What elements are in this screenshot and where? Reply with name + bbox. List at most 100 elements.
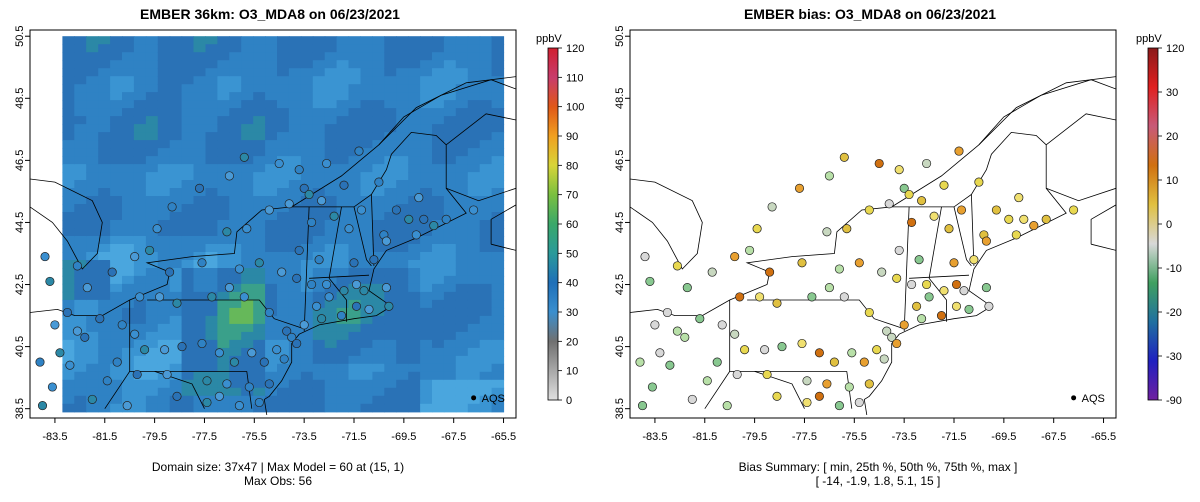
obs-site-marker: [314, 255, 324, 265]
bias-site-marker: [981, 236, 991, 246]
x-tick-label: -77.5: [792, 431, 817, 443]
y-tick-label: 50.5: [14, 25, 26, 46]
bias-site-marker: [842, 224, 852, 234]
bias-site-marker: [665, 360, 675, 370]
bias-site-marker: [814, 348, 824, 358]
bias-site-marker: [822, 227, 832, 237]
state-border: [903, 206, 910, 332]
y-tick-label: 38.5: [14, 398, 26, 419]
state-border: [729, 300, 847, 372]
bias-site-marker: [877, 267, 887, 277]
bias-site-marker: [824, 283, 834, 293]
state-border: [353, 206, 372, 267]
bias-site-marker: [829, 357, 839, 367]
bias-site-marker: [755, 292, 765, 302]
obs-site-marker: [264, 205, 274, 215]
colorbar-tick-label: 60: [566, 219, 578, 231]
bias-site-marker: [839, 292, 849, 302]
bias-site-marker: [637, 401, 648, 411]
bias-site-marker: [884, 199, 894, 209]
bias-map-plot: -83.5 -81.5 -79.5 -77.5 -75.5 -73.5 -71.5 -69.5…: [614, 25, 1184, 443]
obs-site-marker: [130, 252, 140, 262]
obs-site-marker: [307, 279, 317, 290]
obs-site-marker: [102, 376, 112, 386]
obs-site-marker: [197, 338, 207, 349]
bias-site-marker: [702, 376, 712, 386]
obs-site-marker: [202, 397, 212, 408]
obs-site-marker: [312, 301, 322, 311]
bias-site-marker: [802, 397, 812, 408]
obs-site-marker: [279, 354, 289, 364]
y-tick-label: 50.5: [614, 25, 626, 46]
obs-site-marker: [264, 307, 274, 318]
bias-site-marker: [859, 357, 869, 367]
bias-site-marker: [762, 369, 772, 380]
obs-site-marker: [277, 267, 287, 277]
obs-site-marker: [242, 224, 252, 234]
obs-site-marker: [411, 230, 421, 240]
bias-site-marker: [695, 314, 705, 324]
bias-site-marker: [864, 205, 874, 215]
obs-site-marker: [299, 183, 309, 193]
obs-site-marker: [322, 279, 332, 290]
colorbar-tick-label: 0: [1166, 219, 1172, 231]
bias-site-marker: [1014, 193, 1024, 203]
bias-site-marker: [1029, 221, 1039, 231]
bias-site-marker: [1011, 230, 1021, 240]
bias-site-marker: [969, 255, 979, 265]
obs-site-marker: [194, 183, 205, 193]
bias-site-marker: [640, 252, 650, 262]
bias-site-marker: [907, 279, 917, 290]
bias-site-marker: [892, 273, 902, 283]
bias-site-marker: [772, 391, 782, 401]
map-base: -83.5 -81.5 -79.5 -77.5 -75.5 -73.5 -71.5 -69.5…: [614, 25, 1117, 443]
bias-site-marker: [687, 394, 697, 404]
colorbar-tick-label: 0: [566, 395, 572, 407]
bias-site-marker: [732, 369, 742, 380]
bias-site-marker: [834, 264, 844, 274]
obs-site-marker: [234, 401, 244, 411]
bias-sites: [635, 146, 1079, 411]
bias-site-marker: [894, 165, 904, 175]
bias-site-marker: [964, 304, 974, 314]
bias-site-marker: [936, 311, 947, 321]
y-tick-label: 40.5: [614, 336, 626, 357]
bias-site-marker: [844, 382, 854, 392]
obs-site-marker: [160, 345, 170, 355]
obs-site-marker: [117, 320, 127, 330]
bias-site-marker: [680, 332, 690, 342]
domain-summary-text: Domain size: 37x47 | Max Model = 60 at (…: [151, 460, 405, 474]
obs-site-marker: [404, 214, 414, 224]
obs-site-marker: [197, 258, 207, 268]
obs-site-marker: [272, 345, 282, 355]
obs-site-marker: [202, 376, 212, 386]
obs-site-marker: [224, 283, 234, 293]
bias-site-marker: [864, 307, 874, 318]
bias-site-marker: [834, 401, 844, 411]
y-tick-label: 48.5: [614, 88, 626, 109]
bias-site-marker: [722, 401, 732, 411]
colorbar-unit: ppbV: [1136, 33, 1162, 45]
bias-site-marker: [912, 301, 922, 311]
obs-site-marker: [339, 180, 349, 190]
obs-site-marker: [45, 276, 55, 286]
obs-site-marker: [122, 401, 132, 411]
obs-site-marker: [381, 283, 391, 293]
y-tick-label: 46.5: [14, 150, 26, 171]
bias-site-marker: [914, 255, 924, 265]
x-tick-label: -71.5: [941, 431, 966, 443]
x-tick-label: -83.5: [642, 431, 667, 443]
bias-site-marker: [939, 286, 949, 296]
y-tick-label: 48.5: [14, 88, 26, 109]
bias-site-marker: [1069, 205, 1079, 215]
bias-site-marker: [887, 332, 897, 342]
bias-site-marker: [682, 283, 692, 293]
obs-site-marker: [167, 202, 177, 212]
obs-site-marker: [441, 214, 451, 224]
y-tick-label: 44.5: [14, 212, 26, 233]
obs-site-marker: [329, 211, 339, 221]
bias-site-marker: [974, 177, 984, 187]
state-border: [928, 278, 947, 322]
obs-site-marker: [80, 332, 90, 342]
bias-site-marker: [882, 326, 892, 336]
